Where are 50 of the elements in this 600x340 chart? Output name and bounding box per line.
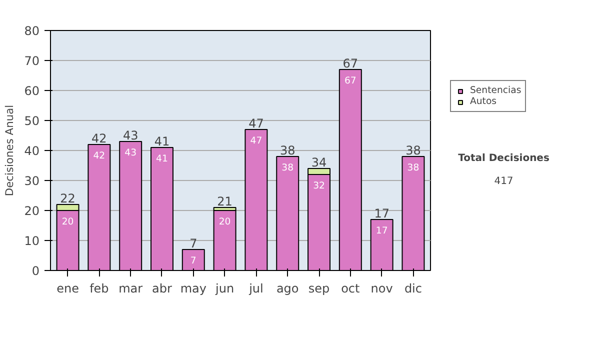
data-label: 67 <box>344 76 356 86</box>
total-label: 21 <box>217 194 232 208</box>
total-label: 34 <box>311 156 327 170</box>
x-tick-label: jun <box>214 282 234 296</box>
y-tick-label: 0 <box>32 264 40 278</box>
total-label: 42 <box>92 132 107 146</box>
total-label: 43 <box>122 128 138 142</box>
x-tick-label: dic <box>404 282 422 296</box>
y-tick-label: 80 <box>24 24 40 38</box>
y-tick-label: 40 <box>24 144 40 158</box>
x-tick-label: jul <box>248 282 264 296</box>
total-label: 41 <box>154 134 170 148</box>
total-label: 38 <box>406 144 421 158</box>
y-axis-title: Decisiones Anual <box>3 104 16 196</box>
x-tick-label: nov <box>370 282 393 296</box>
x-tick-label: may <box>180 282 206 296</box>
total-label: 22 <box>60 192 76 206</box>
x-tick-label: ago <box>276 282 299 296</box>
data-label: 38 <box>282 162 294 174</box>
x-tick-label: feb <box>90 282 109 296</box>
data-label: 41 <box>156 154 168 164</box>
y-tick-label: 30 <box>24 174 40 188</box>
data-label: 43 <box>124 148 137 158</box>
text: Total Decisiones <box>458 153 550 164</box>
data-label: 17 <box>376 226 388 236</box>
data-label: 38 <box>407 162 420 174</box>
x-tick-label: mar <box>118 282 143 296</box>
y-tick-label: 10 <box>24 234 40 248</box>
legend-label: Sentencias <box>470 85 522 96</box>
data-label: 42 <box>93 150 106 162</box>
x-tick-label: sep <box>308 282 330 296</box>
data-label: 20 <box>62 216 74 228</box>
y-tick-label: 70 <box>24 54 40 68</box>
total-label: 38 <box>280 144 296 158</box>
y-tick-label: 20 <box>24 204 40 218</box>
data-label: 20 <box>218 216 231 228</box>
text: 417 <box>494 176 514 188</box>
data-label: 7 <box>190 256 196 266</box>
total-label: 47 <box>248 116 264 130</box>
x-tick-label: oct <box>341 282 360 296</box>
x-tick-label: ene <box>56 282 79 296</box>
total-label: 17 <box>374 206 390 220</box>
x-tick-label: abr <box>152 282 172 296</box>
y-tick-label: 60 <box>24 84 40 98</box>
legend-label: Autos <box>470 96 497 107</box>
data-label: 32 <box>313 180 325 192</box>
y-tick-label: 50 <box>24 114 40 128</box>
total-label: 7 <box>190 236 198 250</box>
total-label: 67 <box>342 56 358 70</box>
data-label: 47 <box>250 136 262 146</box>
